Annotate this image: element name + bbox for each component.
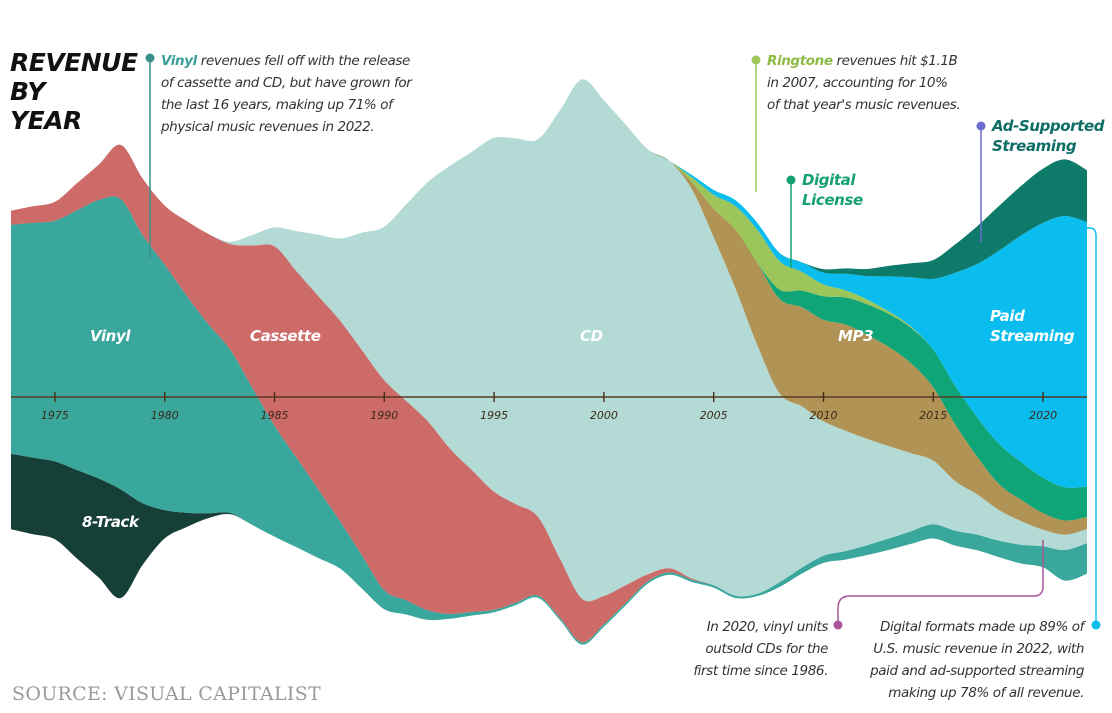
annotation-line: making up 78% of all revenue. [888,685,1084,701]
stream-layer-cassette [11,144,1087,643]
x-tick-label: 2015 [919,409,947,422]
label-line: Streaming [992,137,1077,155]
x-tick-label: 2010 [809,409,837,422]
annotation-line: first time since 1986. [693,663,828,679]
digital-license-dot [786,175,796,185]
label-line: Ad-Supported [992,117,1105,135]
x-tick-label: 2000 [590,409,618,422]
stream-layer-cd [11,79,1087,602]
vinyl-annotation: Vinyl revenues fell off with the release… [161,50,441,138]
x-tick-label: 1980 [151,409,179,422]
series-label-cassette: Cassette [250,327,321,345]
annotation-line: Digital formats made up 89% of [880,619,1084,635]
x-tick-label: 2005 [700,409,728,422]
annotation-line: revenues fell off with the release [200,53,411,69]
stream-layer-vinyl [11,196,1087,645]
x-axis: 1975 1980 1985 1990 1995 2000 2005 2010 2015 2020 [11,392,1087,422]
series-label-paid-streaming: Paid Streaming [990,307,1075,345]
source-credit: SOURCE: VISUAL CAPITALIST [12,683,322,705]
stream-layer-ad-supported-streaming [11,79,1087,280]
annotation-line: In 2020, vinyl units [706,619,829,635]
vinyl-2020-annotation: In 2020, vinyl units outsold CDs for the… [693,616,828,682]
annotation-line: physical music revenues in 2022. [161,119,375,135]
series-label-vinyl: Vinyl [90,327,131,345]
stream-layers [11,79,1087,645]
x-tick-label: 1975 [41,409,69,422]
ringtone-dot [751,55,761,65]
x-tick-label: 1995 [480,409,508,422]
digital-2022-leader-line [1087,227,1097,625]
vinyl-2020-dot [833,620,843,630]
annotation-line: outsold CDs for the [705,641,828,657]
vinyl-dot [145,53,155,63]
annotation-line: in 2007, accounting for 10% [767,75,948,91]
ringtone-highlight: Ringtone [767,53,833,69]
chart-title: REVENUE BY YEAR [10,48,138,135]
vinyl-2020-leader-line [837,540,1044,625]
series-label-8-track: 8-Track [82,513,139,531]
label-line: Digital [802,171,856,189]
annotation-line: paid and ad-supported streaming [870,663,1084,679]
annotation-line: of cassette and CD, but have grown for [161,75,412,91]
digital-2022-annotation: Digital formats made up 89% of U.S. musi… [870,616,1084,704]
stream-layer-mp3 [11,79,1087,535]
ad-supported-dot [976,121,986,131]
series-label-mp3: MP3 [838,327,874,345]
annotation-line: of that year's music revenues. [767,97,961,113]
series-label-cd: CD [580,327,603,345]
annotation-line: the last 16 years, making up 71% of [161,97,393,113]
x-tick-label: 2020 [1029,409,1057,422]
annotation-line: revenues hit $1.1B [836,53,958,69]
x-tick-label: 1990 [370,409,398,422]
annotation-line: U.S. music revenue in 2022, with [873,641,1084,657]
ad-supported-label: Ad-Supported Streaming [992,116,1104,156]
digital-2022-dot [1091,620,1101,630]
label-line: License [802,191,863,209]
digital-license-label: Digital License [802,170,863,210]
vinyl-highlight: Vinyl [161,53,197,69]
annotation-leaders [145,53,1101,630]
x-tick-label: 1985 [261,409,289,422]
stream-layer-paid-streaming [11,79,1087,488]
ringtone-annotation: Ringtone revenues hit $1.1B in 2007, acc… [767,50,997,116]
